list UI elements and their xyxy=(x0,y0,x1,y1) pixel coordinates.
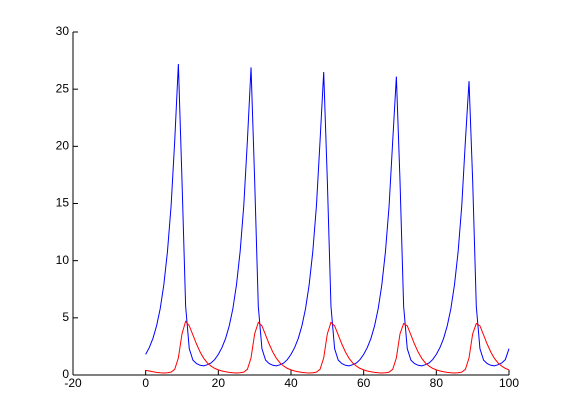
x-tick-label: 60 xyxy=(357,376,371,390)
y-tick-label: 10 xyxy=(56,253,70,267)
y-tick-label: 20 xyxy=(56,139,70,153)
x-tick-label: 80 xyxy=(430,376,444,390)
x-tick-label: 0 xyxy=(142,376,149,390)
series-line xyxy=(145,63,510,367)
y-tick-label: 5 xyxy=(62,310,69,324)
y-tick-label: 25 xyxy=(56,81,70,95)
x-tick-label: 20 xyxy=(212,376,226,390)
x-tick-label: -20 xyxy=(64,376,82,390)
y-tick-label: 30 xyxy=(56,24,70,38)
y-tick-label: 15 xyxy=(56,196,70,210)
x-tick-label: 100 xyxy=(499,376,519,390)
y-tick-label: 0 xyxy=(62,367,69,381)
x-tick-label: 40 xyxy=(284,376,298,390)
series-line xyxy=(145,320,510,374)
